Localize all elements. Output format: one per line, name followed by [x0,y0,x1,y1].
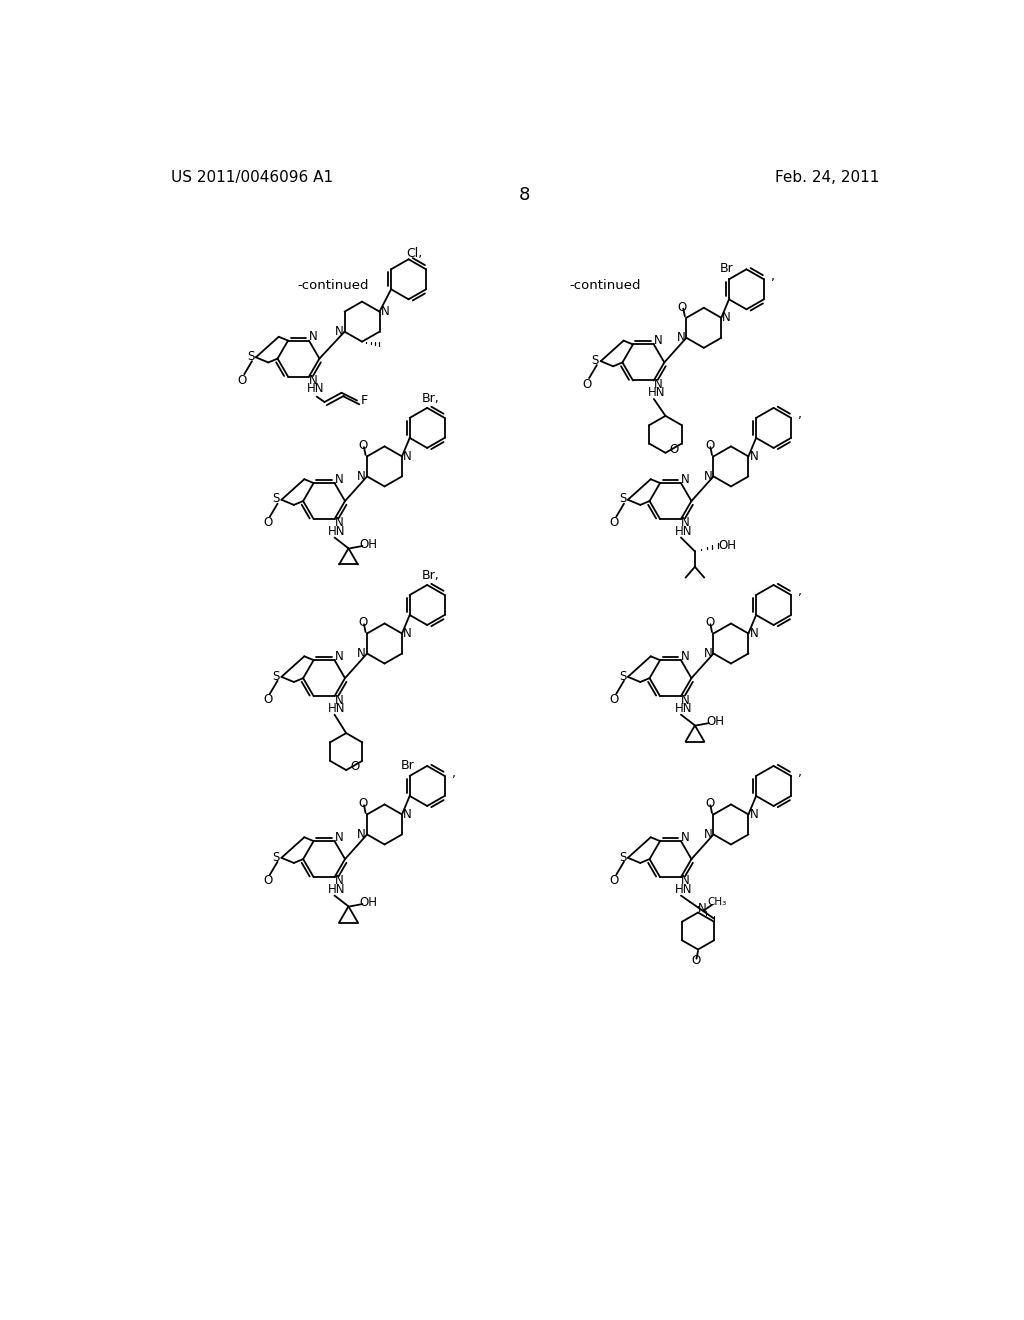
Text: HN: HN [306,381,325,395]
Text: N: N [681,649,690,663]
Text: N: N [703,470,713,483]
Text: Br,: Br, [422,392,440,405]
Text: N: N [654,378,663,391]
Text: O: O [358,797,368,810]
Text: F: F [361,393,369,407]
Text: S: S [618,850,626,863]
Text: Cl,: Cl, [407,247,423,260]
Text: N: N [335,874,344,887]
Text: N: N [681,473,690,486]
Text: HN: HN [329,702,346,715]
Text: O: O [238,374,247,387]
Text: O: O [670,444,679,457]
Text: S: S [272,492,280,506]
Text: N: N [750,808,758,821]
Text: ,: , [799,408,803,421]
Text: N: N [403,627,412,640]
Text: N: N [681,830,690,843]
Text: HN: HN [647,387,666,399]
Text: N: N [681,693,690,706]
Text: N: N [335,649,344,663]
Text: O: O [609,874,618,887]
Text: OH: OH [707,715,724,729]
Text: O: O [609,693,618,706]
Text: HN: HN [675,702,692,715]
Text: N: N [357,470,366,483]
Text: N: N [309,374,318,387]
Text: Feb. 24, 2011: Feb. 24, 2011 [775,170,880,185]
Text: -continued: -continued [569,279,641,292]
Text: S: S [272,850,280,863]
Text: OH: OH [359,539,378,550]
Text: N: N [335,516,344,529]
Text: ,: , [799,585,803,598]
Text: N: N [681,516,690,529]
Text: HN: HN [329,883,346,896]
Text: ,: , [799,766,803,779]
Text: O: O [263,874,272,887]
Text: N: N [403,808,412,821]
Text: N: N [309,330,318,343]
Text: O: O [705,616,715,630]
Text: HN: HN [329,525,346,537]
Text: N: N [335,473,344,486]
Text: O: O [358,440,368,453]
Text: N: N [357,647,366,660]
Text: N: N [750,627,758,640]
Text: N: N [681,874,690,887]
Text: N: N [750,450,758,463]
Text: S: S [618,669,626,682]
Text: N: N [697,902,707,915]
Text: O: O [263,693,272,706]
Text: O: O [583,378,592,391]
Text: HN: HN [675,525,692,537]
Text: O: O [705,797,715,810]
Text: N: N [381,305,389,318]
Text: O: O [358,616,368,630]
Text: OH: OH [719,539,736,552]
Text: O: O [350,760,359,774]
Text: Br: Br [400,759,415,772]
Text: -continued: -continued [297,279,369,292]
Text: O: O [705,440,715,453]
Text: Br: Br [720,261,733,275]
Text: N: N [722,312,731,325]
Text: N: N [335,693,344,706]
Text: N: N [357,828,366,841]
Text: US 2011/0046096 A1: US 2011/0046096 A1 [171,170,333,185]
Text: N: N [703,647,713,660]
Text: N: N [403,450,412,463]
Text: S: S [592,354,599,367]
Text: N: N [677,331,685,345]
Text: N: N [335,325,343,338]
Text: S: S [618,492,626,506]
Text: ,: , [452,767,456,780]
Text: OH: OH [359,896,378,909]
Text: HN: HN [675,883,692,896]
Text: N: N [703,828,713,841]
Text: ,: , [771,271,775,284]
Text: N: N [335,830,344,843]
Text: 8: 8 [519,186,530,205]
Text: S: S [247,350,254,363]
Text: O: O [678,301,687,314]
Text: CH₃: CH₃ [708,896,727,907]
Text: N: N [654,334,663,347]
Text: O: O [609,516,618,529]
Text: O: O [691,954,700,966]
Text: S: S [272,669,280,682]
Text: Br,: Br, [422,569,440,582]
Text: O: O [263,516,272,529]
